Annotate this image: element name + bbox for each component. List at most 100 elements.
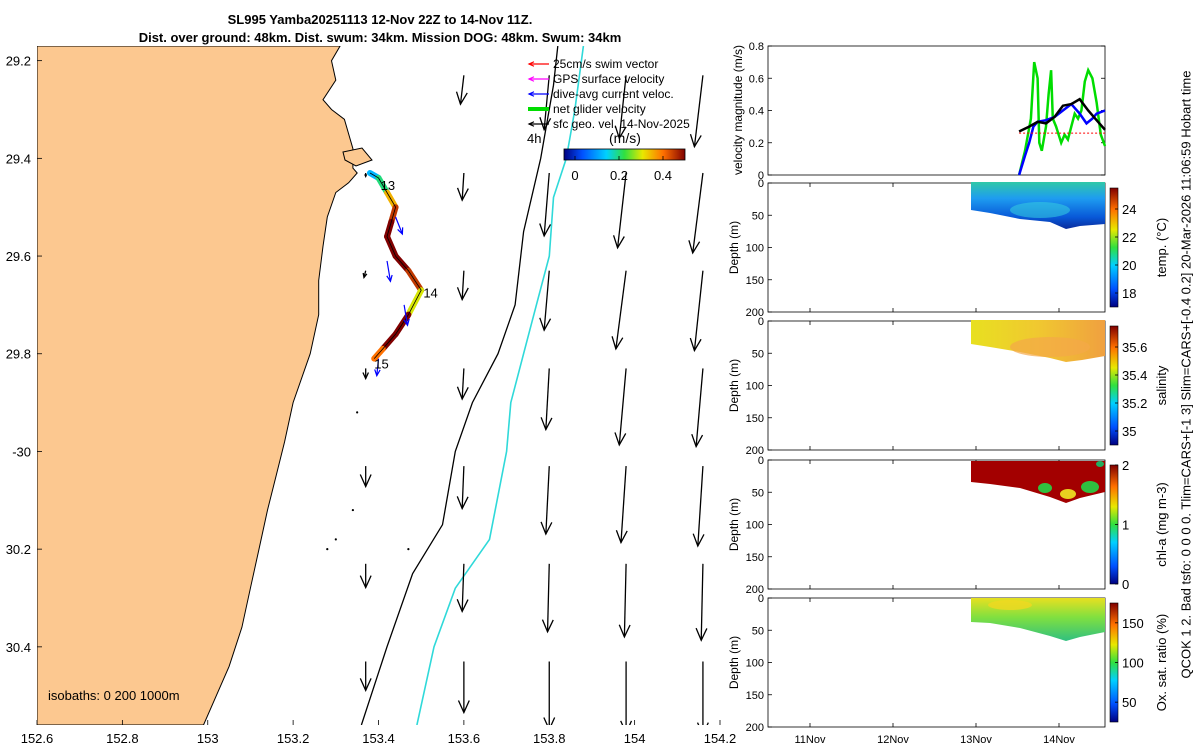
salinity-patch xyxy=(1010,337,1090,357)
chla-depth-tick: 200 xyxy=(746,584,764,596)
map-y-tick-label: 29.2 xyxy=(6,54,31,69)
island-4 xyxy=(351,508,354,512)
geo-velocity-arrow-6 xyxy=(539,172,552,238)
temp-ylabel: Depth (m) xyxy=(727,221,741,274)
map-y-axis: 29.2 29.4 29.6 29.8 -30 30.2 30.4 xyxy=(6,54,42,655)
map-colorbar-tick: 0.2 xyxy=(610,168,628,183)
chla-ylabel: Depth (m) xyxy=(727,498,741,551)
legend-item-0: 25cm/s swim vector xyxy=(527,57,658,71)
velocity-tick-label: 0.4 xyxy=(749,106,764,118)
legend-label-0: 25cm/s swim vector xyxy=(553,57,658,71)
geo-velocity-arrow-23 xyxy=(692,466,705,548)
geo-velocity-arrow-10 xyxy=(456,270,469,302)
salinity-colorbar-tick: 35.2 xyxy=(1122,396,1147,411)
island-1 xyxy=(334,538,337,541)
chla-colorbar-tick: 0 xyxy=(1122,577,1129,592)
chla-patch-4 xyxy=(1096,461,1104,467)
legend-item-4: sfc geo. vel. 14-Nov-2025 xyxy=(527,117,690,131)
salinity-depth-tick: 200 xyxy=(746,445,764,457)
track-centerline xyxy=(369,172,422,359)
chla-section-data xyxy=(971,461,1105,503)
temp-section-data xyxy=(971,182,1105,229)
salinity-depth-tick: 0 xyxy=(758,316,764,328)
geo-velocity-arrow-9 xyxy=(362,270,368,280)
salinity-colorbar-tick: 35.4 xyxy=(1122,368,1147,383)
dive-avg-arrow-3 xyxy=(374,358,381,378)
geo-velocity-arrow-18 xyxy=(691,368,704,449)
oxygen-colorbar-tick: 100 xyxy=(1122,656,1144,671)
island-0 xyxy=(356,411,359,414)
legend-label-4: sfc geo. vel. 14-Nov-2025 xyxy=(553,117,690,131)
map-x-tick-label: 154.2 xyxy=(704,731,737,746)
geo-velocity-arrow-8 xyxy=(688,172,704,255)
geo-velocity-arrow-27 xyxy=(618,563,631,639)
geo-velocity-arrow-32 xyxy=(620,661,633,725)
map-colorbar-tick: 0 xyxy=(571,168,578,183)
geo-velocity-arrow-0 xyxy=(455,75,468,106)
temp-depth-tick: 100 xyxy=(746,243,764,255)
chla-depth-tick: 100 xyxy=(746,520,764,532)
legend-label-1: GPS surface velocity xyxy=(553,72,664,86)
estuary-outline xyxy=(342,147,373,167)
salinity-depth-tick: 50 xyxy=(752,348,764,360)
oxygen-patch xyxy=(988,600,1032,610)
salinity-colorbar-tick: 35.6 xyxy=(1122,340,1147,355)
chla-patch-2 xyxy=(1060,489,1076,499)
map-y-tick-label: 29.4 xyxy=(6,151,31,166)
map-y-tick-label: 29.6 xyxy=(6,249,31,264)
velocity-series-2 xyxy=(1018,97,1106,133)
chart-title-line1: SL995 Yamba20251113 12-Nov 22Z to 14-Nov… xyxy=(227,12,533,27)
geo-velocity-arrow-14 xyxy=(362,368,370,381)
chla-colorbar-label: chl-a (mg m-3) xyxy=(1154,482,1169,567)
geo-velocity-arrow-3 xyxy=(689,75,704,149)
map-y-tick-label: 29.8 xyxy=(6,347,31,362)
scale-label: 4h xyxy=(527,131,541,146)
geo-velocity-arrow-13 xyxy=(689,270,704,353)
oxygen-depth-tick: 100 xyxy=(746,658,764,670)
velocity-ylabel: velocity magnitude (m/s) xyxy=(731,45,745,175)
velocity-tick-label: 0.2 xyxy=(749,138,764,150)
day-labels: 13 14 15 xyxy=(374,178,438,371)
map-colorbar-tick: 0.4 xyxy=(654,168,672,183)
oxygen-depth-tick: 0 xyxy=(758,593,764,605)
temp-colorbar-label: temp. (°C) xyxy=(1154,218,1169,277)
chla-depth-tick: 150 xyxy=(746,552,764,564)
isobath-200m xyxy=(360,46,559,725)
legend-label-2: dive-avg current veloc. xyxy=(553,87,674,101)
geo-velocity-arrow-24 xyxy=(359,563,372,590)
map-x-tick-label: 153.8 xyxy=(533,731,566,746)
chla-patch-1 xyxy=(1038,483,1052,493)
map-y-tick-label: 30.2 xyxy=(6,542,31,557)
geostrophic-velocity-arrows xyxy=(359,75,709,725)
salinity-colorbar-tick: 35 xyxy=(1122,424,1136,439)
velocity-tick-label: 0.6 xyxy=(749,73,764,85)
map-colorbar-gradient xyxy=(563,148,686,161)
map-x-tick-label: 153.4 xyxy=(362,731,395,746)
velocity-series-0 xyxy=(1017,61,1107,176)
temp-depth-tick: 0 xyxy=(758,178,764,190)
temp-patch xyxy=(1010,202,1070,218)
temp-colorbar xyxy=(1109,187,1119,308)
dive-avg-arrow-2 xyxy=(403,304,410,327)
geo-velocity-arrow-20 xyxy=(456,466,469,511)
legend-item-1: GPS surface velocity xyxy=(527,72,664,86)
geo-velocity-arrow-16 xyxy=(540,368,553,432)
velocity-axes xyxy=(767,45,1106,176)
coastline-land xyxy=(37,46,358,725)
temp-depth-tick: 150 xyxy=(746,275,764,287)
geo-velocity-arrow-21 xyxy=(540,466,553,536)
island-3 xyxy=(407,548,410,551)
date-tick-label: 12Nov xyxy=(877,734,909,746)
isobaths-label: isobaths: 0 200 1000m xyxy=(48,688,180,703)
salinity-ylabel: Depth (m) xyxy=(727,359,741,412)
velocity-panel: 0 0.2 0.4 0.6 0.8 velocity magnitude (m/s) xyxy=(731,41,1107,182)
map-colorbar: (m/s) 0 0.2 0.4 xyxy=(563,130,686,183)
legend-swatch-4 xyxy=(527,121,549,127)
geo-velocity-arrow-1 xyxy=(539,75,552,132)
day-label-2: 15 xyxy=(374,357,388,372)
geo-velocity-arrow-31 xyxy=(543,661,556,725)
velocity-tick-label: 0.8 xyxy=(749,41,764,53)
chart-title-line2: Dist. over ground: 48km. Dist. swum: 34k… xyxy=(138,30,622,45)
geo-velocity-arrow-7 xyxy=(612,172,627,250)
